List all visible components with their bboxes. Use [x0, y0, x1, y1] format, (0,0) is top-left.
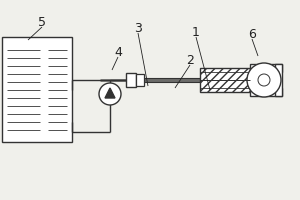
Bar	[126, 73, 136, 87]
Polygon shape	[105, 88, 115, 98]
Text: 2: 2	[186, 53, 194, 66]
Circle shape	[247, 63, 281, 97]
Circle shape	[99, 83, 121, 105]
Bar	[136, 74, 144, 86]
Text: 4: 4	[114, 46, 122, 58]
Bar	[275, 64, 282, 96]
Text: 5: 5	[38, 16, 46, 28]
Text: 3: 3	[134, 21, 142, 34]
Bar	[2, 37, 72, 142]
Text: 6: 6	[248, 27, 256, 40]
Bar	[200, 68, 250, 92]
Text: 1: 1	[192, 25, 200, 38]
Bar	[250, 88, 282, 96]
Circle shape	[258, 74, 270, 86]
Bar	[250, 64, 282, 72]
